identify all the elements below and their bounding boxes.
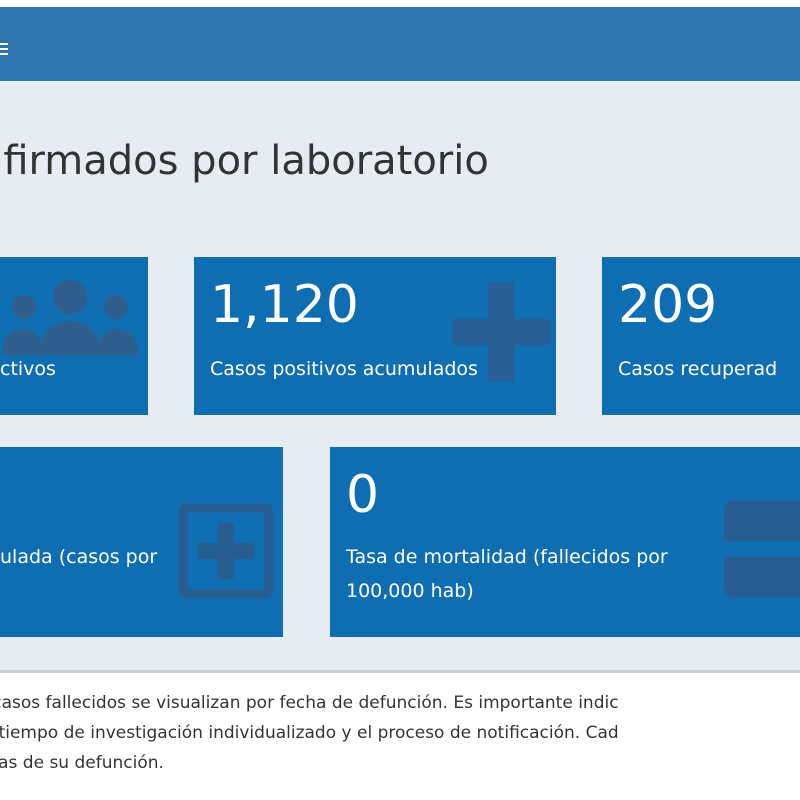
card-mortality-value: 0 bbox=[346, 465, 380, 525]
card-recovered-cases: 209 Casos recuperad bbox=[602, 257, 800, 415]
card-mortality-label-line1: Tasa de mortalidad (fallecidos por bbox=[346, 546, 668, 568]
footer-line-3: chas de su defunción. bbox=[0, 753, 164, 773]
plus-square-icon bbox=[178, 503, 274, 599]
footer-line-1: s casos fallecidos se visualizan por fec… bbox=[0, 693, 619, 713]
footer-note: s casos fallecidos se visualizan por fec… bbox=[0, 688, 800, 778]
card-positive-value: 1,120 bbox=[210, 275, 359, 335]
card-recovered-value: 209 bbox=[618, 275, 718, 335]
top-navbar bbox=[0, 7, 800, 81]
card-active-cases: ctivos bbox=[0, 257, 148, 415]
people-icon bbox=[2, 280, 138, 355]
plus-icon bbox=[452, 283, 550, 381]
card-positive-cases: 1,120 Casos positivos acumulados bbox=[194, 257, 556, 415]
card-cumulative-rate: ulada (casos por bbox=[0, 447, 283, 637]
card-mortality-label-line2: 100,000 hab) bbox=[346, 580, 474, 602]
hamburger-menu-icon[interactable] bbox=[0, 43, 8, 55]
card-cumulative-rate-label: ulada (casos por bbox=[0, 546, 158, 568]
page-title: nfirmados por laboratorio bbox=[0, 138, 489, 184]
card-recovered-label: Casos recuperad bbox=[618, 358, 778, 380]
card-mortality-rate: 0 Tasa de mortalidad (fallecidos por 100… bbox=[330, 447, 800, 637]
card-positive-label: Casos positivos acumulados bbox=[210, 358, 478, 380]
card-active-label: ctivos bbox=[0, 358, 56, 380]
minus-square-icon bbox=[724, 501, 800, 597]
footer-line-2: el tiempo de investigación individualiza… bbox=[0, 723, 619, 743]
